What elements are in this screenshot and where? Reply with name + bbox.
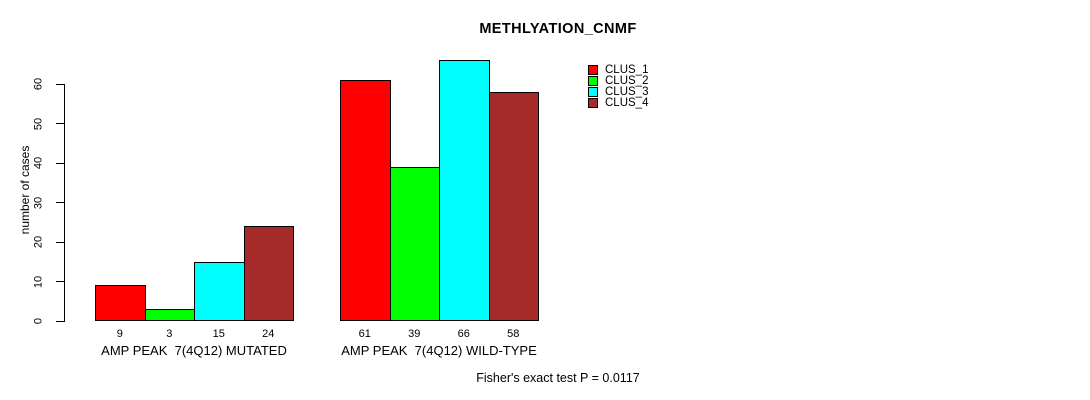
bar-value-label: 66 — [457, 328, 470, 340]
y-tick-label: 50 — [32, 117, 45, 130]
y-tick-label: 30 — [32, 196, 45, 209]
y-tick — [56, 241, 64, 243]
y-tick-label: 20 — [32, 235, 45, 249]
bar-value-label: 61 — [358, 328, 371, 340]
y-tick — [56, 83, 64, 85]
legend-label: CLUS_1 — [605, 64, 649, 76]
bar-value-label: 24 — [262, 328, 275, 340]
y-tick-label: 0 — [32, 317, 45, 325]
y-axis-label: number of cases — [18, 145, 32, 235]
legend-swatch-clus_1 — [588, 65, 598, 75]
legend-label: CLUS_2 — [605, 75, 649, 87]
bar-value-label: 58 — [507, 328, 520, 340]
y-axis — [64, 84, 65, 322]
y-tick-label: 40 — [32, 156, 45, 170]
legend-label: CLUS_4 — [605, 97, 649, 109]
y-tick — [56, 281, 64, 282]
chart-title: METHLYATION_CNMF — [479, 21, 637, 37]
legend-swatch-clus_2 — [588, 76, 598, 86]
legend-swatch-clus_3 — [588, 87, 598, 97]
bar-clus_4-group1 — [243, 226, 294, 321]
bar-clus_3-group1 — [194, 261, 245, 321]
annotation-text: Fisher's exact test P = 0.0117 — [476, 371, 640, 385]
bar-clus_3-group2 — [439, 60, 490, 321]
bar-value-label: 3 — [166, 328, 173, 340]
legend-swatch-clus_4 — [588, 98, 598, 108]
y-tick — [56, 162, 64, 164]
y-tick — [56, 123, 64, 124]
bar-clus_1-group1 — [95, 285, 146, 321]
y-tick-label: 60 — [32, 77, 45, 91]
y-tick — [56, 320, 64, 322]
bar-value-label: 39 — [408, 328, 421, 340]
group-label: AMP PEAK 7(4Q12) WILD-TYPE — [341, 343, 537, 358]
bar-value-label: 9 — [116, 328, 123, 340]
bar-value-label: 15 — [212, 328, 225, 340]
bar-clus_2-group1 — [144, 309, 195, 321]
legend-label: CLUS_3 — [605, 86, 649, 98]
bar-clus_1-group2 — [340, 80, 391, 321]
y-tick-label: 10 — [32, 275, 45, 288]
group-label: AMP PEAK 7(4Q12) MUTATED — [101, 343, 287, 358]
bar-clus_4-group2 — [488, 91, 539, 321]
y-tick — [56, 202, 64, 203]
bar-clus_2-group2 — [389, 166, 440, 321]
